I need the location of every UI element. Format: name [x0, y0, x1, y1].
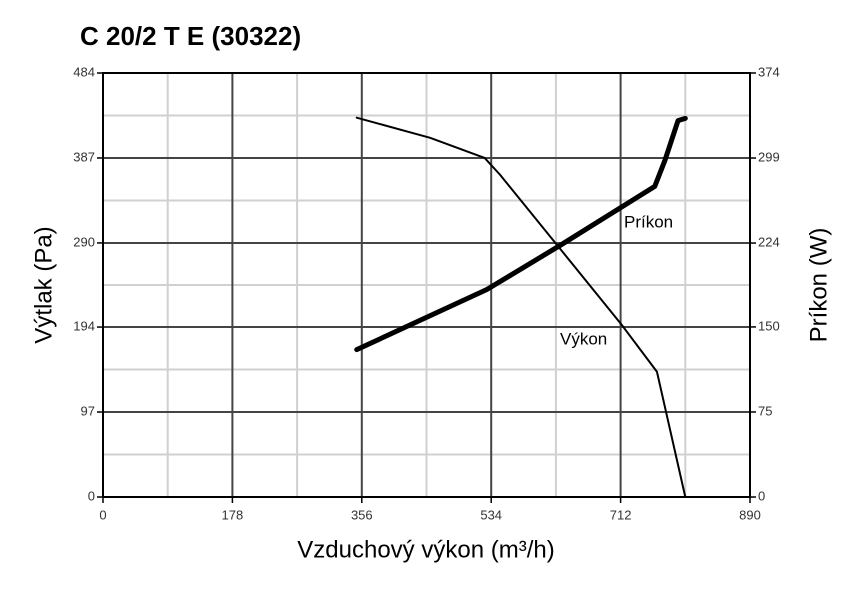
y2-axis-title: Príkon (W) [805, 228, 832, 343]
y2-tick-label: 0 [758, 488, 765, 503]
series-label: Výkon [560, 329, 607, 348]
line [355, 116, 687, 498]
series-label: Príkon [624, 212, 673, 231]
y-tick-label: 290 [73, 234, 95, 249]
y2-tick-label: 374 [758, 64, 780, 79]
y-tick-label: 194 [73, 318, 95, 333]
y-axis-title: Výtlak (Pa) [30, 226, 57, 343]
y2-tick-label: 299 [758, 149, 780, 164]
y-tick-label: 387 [73, 149, 95, 164]
y2-tick-label: 224 [758, 234, 780, 249]
y2-tick-label: 75 [758, 403, 772, 418]
x-tick-label: 534 [480, 507, 502, 522]
x-tick-label: 712 [610, 507, 632, 522]
line [354, 115, 688, 353]
plot [354, 115, 688, 498]
x-tick-label: 890 [739, 507, 761, 522]
x-tick-label: 0 [99, 507, 106, 522]
x-tick-label: 178 [222, 507, 244, 522]
plot-frame [102, 72, 751, 498]
x-tick-label: 356 [351, 507, 373, 522]
y-tick-label: 0 [88, 488, 95, 503]
x-axis-title: Vzduchový výkon (m³/h) [297, 536, 554, 563]
y2-tick-label: 150 [758, 318, 780, 333]
y-tick-label: 484 [73, 64, 95, 79]
chart-title: C 20/2 T E (30322) [80, 21, 301, 51]
y-tick-label: 97 [81, 403, 95, 418]
